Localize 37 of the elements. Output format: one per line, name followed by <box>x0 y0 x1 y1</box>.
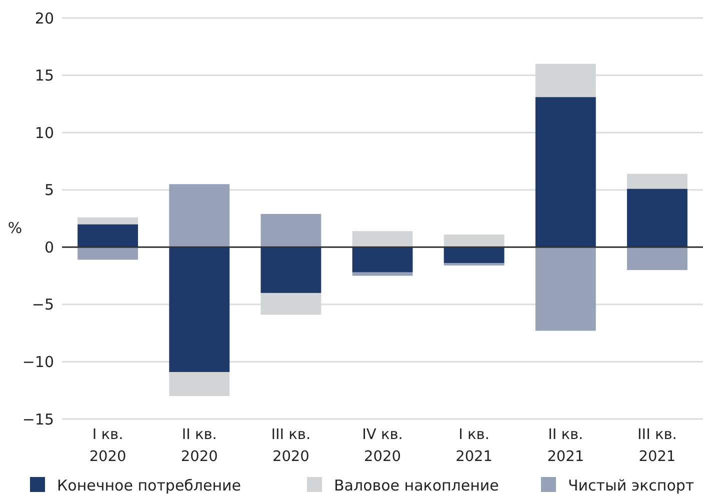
y-tick-label: 20 <box>34 9 54 28</box>
bar <box>535 97 596 248</box>
bar <box>444 247 504 264</box>
x-tick-label: III кв. 2020 <box>271 427 311 465</box>
bar <box>626 188 688 248</box>
bar <box>169 247 230 372</box>
y-tick-label: 15 <box>34 66 54 85</box>
bar <box>352 247 413 272</box>
x-tick-label: IV кв. 2020 <box>362 427 403 465</box>
x-tick-label: II кв. 2020 <box>180 427 218 465</box>
bar <box>169 372 230 396</box>
legend-label: Чистый экспорт <box>568 476 694 494</box>
y-tick-label: 10 <box>34 124 54 142</box>
x-tick-label: III кв. 2021 <box>638 427 677 465</box>
y-tick-label: 0 <box>44 238 54 256</box>
bar <box>78 247 138 260</box>
x-tick-label: I кв. 2020 <box>89 427 126 465</box>
bar <box>352 231 413 248</box>
legend-label: Конечное потребление <box>57 476 242 494</box>
bar <box>444 234 504 248</box>
bar <box>260 247 322 293</box>
bar <box>535 247 596 331</box>
bar <box>352 272 413 276</box>
bar <box>260 214 322 248</box>
bar <box>626 174 688 189</box>
y-tick-label: −15 <box>22 410 54 428</box>
x-tick-label: II кв. 2021 <box>547 427 584 465</box>
bar <box>169 184 230 248</box>
bar <box>78 217 138 224</box>
y-tick-label: −5 <box>32 296 54 314</box>
bar <box>626 247 688 270</box>
y-tick-label: 5 <box>44 181 54 200</box>
bar <box>78 224 138 248</box>
x-tick-label: I кв. 2021 <box>456 427 493 465</box>
y-tick-label: −10 <box>22 352 54 371</box>
y-axis-title: % <box>8 218 22 237</box>
legend-label: Валовое накопление <box>334 476 499 494</box>
